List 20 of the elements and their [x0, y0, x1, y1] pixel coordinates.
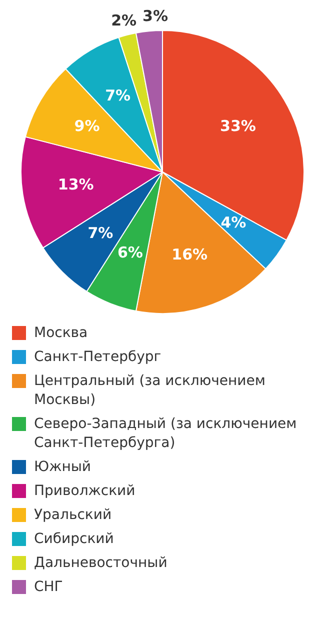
legend-label: Санкт-Петербург: [34, 348, 162, 367]
data-label: 7%: [88, 224, 114, 242]
legend-label: Южный: [34, 458, 92, 477]
data-label: 7%: [105, 86, 131, 104]
legend-label: Северо-Западный (за исключением Санкт-Петербурга): [34, 415, 298, 453]
data-label: 13%: [58, 176, 94, 194]
data-label: 2%: [111, 11, 137, 30]
legend-label: Приволжский: [34, 482, 136, 501]
data-label: 33%: [220, 117, 256, 136]
legend-label: Дальневосточный: [34, 554, 168, 573]
data-label: 6%: [117, 243, 143, 262]
legend-label: СНГ: [34, 578, 63, 597]
data-label: 9%: [74, 117, 100, 136]
data-label: 4%: [220, 213, 246, 232]
legend-label: Москва: [34, 324, 88, 343]
legend-label: Центральный (за исключением Москвы): [34, 372, 266, 410]
data-label: 3%: [142, 7, 168, 26]
legend-label: Сибирский: [34, 530, 114, 549]
data-label: 16%: [172, 245, 208, 264]
legend-label: Уральский: [34, 506, 112, 525]
